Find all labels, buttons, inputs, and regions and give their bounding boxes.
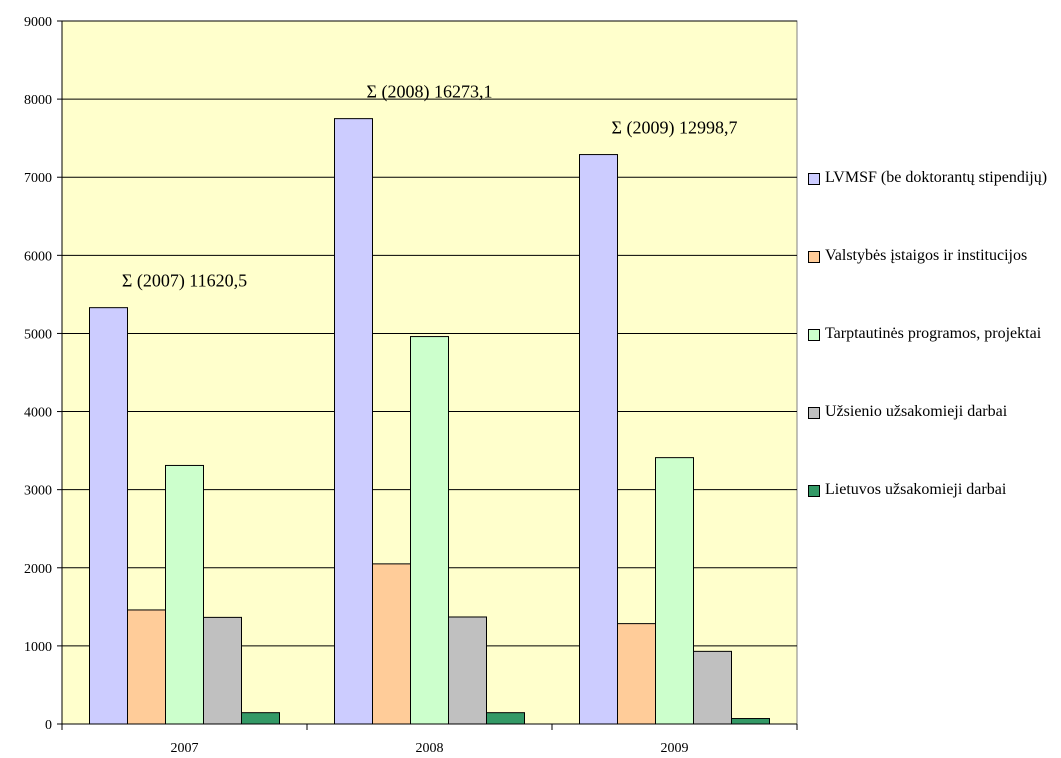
bar bbox=[334, 118, 373, 725]
y-tick-label: 7000 bbox=[24, 171, 52, 186]
legend-label: Lietuvos užsakomieji darbai bbox=[825, 481, 1007, 498]
sum-annotation: Σ (2008) 16273,1 bbox=[367, 82, 493, 103]
y-tick-label: 0 bbox=[45, 718, 52, 733]
x-tick-labels: 2007 2008 2009 bbox=[171, 741, 689, 756]
bar bbox=[693, 650, 732, 725]
y-tick-label: 1000 bbox=[24, 640, 52, 655]
y-tick-labels: 0 1000 2000 3000 4000 5000 6000 7000 8000 9000 bbox=[24, 15, 52, 733]
legend-swatch bbox=[808, 173, 820, 185]
bar bbox=[579, 154, 618, 725]
legend-swatch bbox=[808, 251, 820, 263]
legend-label: Tarptautinės programos, projektai bbox=[825, 325, 1042, 342]
bar bbox=[372, 563, 411, 725]
bar bbox=[486, 712, 525, 725]
bar bbox=[165, 464, 204, 725]
y-tick-label: 2000 bbox=[24, 562, 52, 577]
y-tick-label: 6000 bbox=[24, 249, 52, 264]
axes bbox=[57, 20, 798, 730]
bar bbox=[448, 616, 487, 725]
bar bbox=[127, 609, 166, 725]
sum-annotations: Σ (2007) 11620,5 Σ (2008) 16273,1 Σ (2009)… bbox=[122, 82, 738, 292]
x-tick-label: 2007 bbox=[171, 741, 199, 756]
legend-item: Valstybės įstaigos ir institucijos bbox=[808, 246, 1061, 265]
legend-label: LVMSF (be doktorantų stipendijų) bbox=[825, 169, 1048, 186]
legend-item: Tarptautinės programos, projektai bbox=[808, 324, 1061, 343]
legend-item: LVMSF (be doktorantų stipendijų) bbox=[808, 168, 1061, 187]
x-tick-label: 2008 bbox=[416, 741, 444, 756]
legend-swatch bbox=[808, 329, 820, 341]
legend-item: Užsienio užsakomieji darbai bbox=[808, 402, 1061, 421]
x-tick-label: 2009 bbox=[661, 741, 689, 756]
y-tick-label: 9000 bbox=[24, 15, 52, 30]
bar bbox=[410, 336, 449, 725]
bar bbox=[655, 457, 694, 725]
bar bbox=[617, 623, 656, 725]
bar bbox=[731, 718, 770, 725]
sum-annotation: Σ (2007) 11620,5 bbox=[122, 271, 247, 292]
y-tick-label: 8000 bbox=[24, 93, 52, 108]
y-tick-label: 5000 bbox=[24, 327, 52, 342]
legend-label: Užsienio užsakomieji darbai bbox=[825, 403, 1008, 420]
legend-item: Lietuvos užsakomieji darbai bbox=[808, 480, 1061, 499]
y-tick-label: 4000 bbox=[24, 406, 52, 421]
sum-annotation: Σ (2009) 12998,7 bbox=[612, 118, 738, 139]
legend-swatch bbox=[808, 485, 820, 497]
bar bbox=[203, 616, 242, 725]
bar bbox=[241, 712, 280, 725]
legend-swatch bbox=[808, 407, 820, 419]
bars bbox=[89, 118, 770, 725]
legend-label: Valstybės įstaigos ir institucijos bbox=[825, 247, 1028, 264]
y-tick-label: 3000 bbox=[24, 484, 52, 499]
bar bbox=[89, 307, 128, 725]
